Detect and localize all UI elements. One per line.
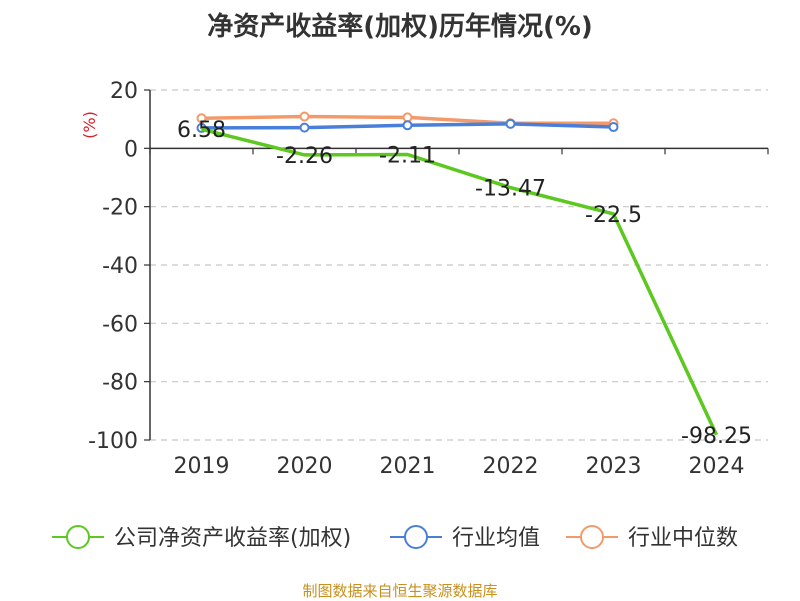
data-point <box>196 113 207 124</box>
y-tick-label: -40 <box>102 254 138 279</box>
chart-title: 净资产收益率(加权)历年情况(%) <box>207 12 593 42</box>
x-tick-label: 2021 <box>380 454 436 479</box>
y-tick-label: -20 <box>102 196 138 221</box>
data-point <box>299 111 310 122</box>
data-label: -2.11 <box>379 143 436 168</box>
data-point <box>505 118 516 129</box>
data-label: -98.25 <box>681 424 752 449</box>
x-tick-label: 2020 <box>277 454 333 479</box>
data-point <box>299 122 310 133</box>
series-line-0 <box>201 127 719 436</box>
x-tick-label: 2022 <box>483 454 539 479</box>
data-point <box>402 120 413 131</box>
data-label: -2.26 <box>276 144 333 169</box>
data-label: 6.58 <box>177 118 226 143</box>
y-tick-label: -80 <box>102 371 138 396</box>
legend-label: 行业中位数 <box>628 526 738 551</box>
y-tick-label: -100 <box>88 429 138 454</box>
y-tick-label: -60 <box>102 312 138 337</box>
legend-swatch-marker <box>66 525 90 549</box>
y-tick-label: 20 <box>110 79 138 104</box>
x-tick-label: 2024 <box>689 454 745 479</box>
x-tick-label: 2019 <box>174 454 230 479</box>
data-point <box>608 122 619 133</box>
data-point <box>402 112 413 123</box>
legend-label: 行业均值 <box>452 526 540 551</box>
source-note: 制图数据来自恒生聚源数据库 <box>302 582 498 600</box>
legend-swatch-marker <box>580 525 604 549</box>
legend-label: 公司净资产收益率(加权) <box>114 526 351 551</box>
legend-swatch-marker <box>404 525 428 549</box>
data-label: -13.47 <box>475 177 546 202</box>
y-tick-label: 0 <box>124 137 138 162</box>
data-label: -22.5 <box>585 203 642 228</box>
x-tick-label: 2023 <box>586 454 642 479</box>
y-axis-label: (%) <box>80 111 99 139</box>
